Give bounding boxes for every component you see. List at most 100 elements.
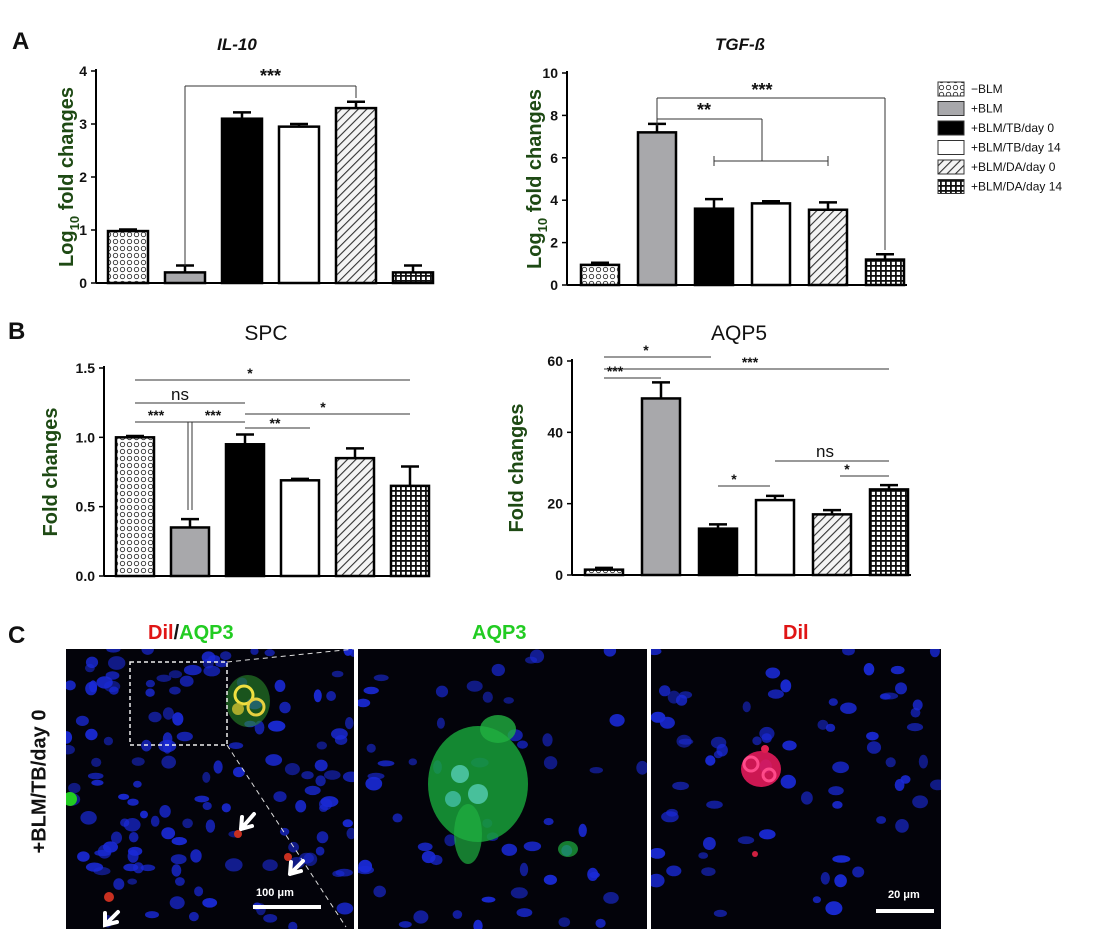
nucleus bbox=[169, 686, 181, 695]
sig-label: *** bbox=[751, 80, 772, 100]
nucleus bbox=[558, 917, 571, 927]
nucleus bbox=[131, 757, 145, 766]
nucleus bbox=[85, 663, 95, 673]
nucleus bbox=[358, 698, 371, 708]
nucleus bbox=[279, 827, 290, 836]
nucleus bbox=[77, 851, 90, 862]
bar bbox=[163, 271, 207, 285]
nucleus bbox=[435, 685, 449, 698]
nucleus bbox=[840, 702, 857, 714]
nucleus bbox=[111, 831, 122, 844]
micrograph-merge-image bbox=[66, 649, 354, 929]
nucleus bbox=[705, 755, 716, 766]
panel-label-a: A bbox=[12, 28, 30, 55]
nucleus bbox=[68, 782, 81, 794]
nucleus bbox=[331, 670, 344, 678]
legend-label: +BLM/DA/day 0 bbox=[971, 160, 1056, 174]
bar bbox=[279, 479, 321, 578]
nucleus bbox=[895, 819, 909, 833]
nucleus bbox=[263, 914, 278, 923]
bar bbox=[693, 207, 735, 287]
nucleus bbox=[358, 865, 374, 875]
nucleus bbox=[929, 649, 940, 658]
y-tick-label: 0 bbox=[79, 275, 87, 291]
nucleus bbox=[66, 744, 75, 755]
chart-title: TGF-ß bbox=[715, 35, 765, 54]
nucleus bbox=[233, 766, 245, 778]
bar bbox=[579, 263, 621, 287]
nucleus bbox=[127, 798, 139, 806]
nucleus bbox=[373, 885, 386, 898]
nucleus bbox=[430, 854, 443, 866]
nucleus bbox=[228, 742, 244, 749]
significance-annotations: *********ns*** *** ***********ns* bbox=[135, 66, 889, 510]
y-tick-label: 0.5 bbox=[76, 499, 96, 515]
legend-swatch bbox=[937, 120, 965, 136]
nucleus bbox=[666, 865, 682, 877]
y-tick-label: 60 bbox=[547, 353, 563, 369]
nucleus bbox=[373, 674, 389, 682]
legend-label: −BLM bbox=[971, 82, 1003, 96]
nucleus bbox=[780, 774, 796, 789]
nucleus bbox=[145, 688, 155, 697]
legend-label: +BLM/TB/day 0 bbox=[971, 121, 1054, 135]
scalebar-20: 20 μm bbox=[888, 889, 920, 901]
nucleus bbox=[501, 843, 518, 856]
nucleus bbox=[189, 911, 199, 922]
nucleus bbox=[213, 760, 223, 774]
legend-swatch bbox=[937, 81, 965, 97]
y-tick-label: 6 bbox=[550, 150, 558, 166]
nucleus bbox=[145, 679, 155, 688]
nucleus bbox=[140, 810, 148, 819]
chart-title: AQP5 bbox=[711, 322, 767, 345]
nucleus bbox=[128, 832, 139, 843]
y-tick-label: 4 bbox=[550, 192, 558, 208]
nucleus bbox=[176, 731, 193, 742]
bar bbox=[750, 202, 792, 287]
nucleus bbox=[880, 692, 899, 700]
row-label: +BLM/TB/day 0 bbox=[28, 709, 51, 854]
nucleus bbox=[113, 878, 125, 890]
nucleus bbox=[225, 858, 243, 872]
nucleus bbox=[159, 805, 171, 818]
y-axis-label: Log10 fold changes bbox=[56, 87, 82, 267]
nucleus bbox=[589, 767, 603, 774]
legend-swatch bbox=[937, 159, 965, 175]
merge-title-dil: Dil bbox=[148, 622, 174, 644]
nucleus bbox=[316, 831, 329, 844]
y-tick-label: 10 bbox=[542, 65, 558, 81]
sig-label: *** bbox=[148, 407, 165, 423]
nucleus bbox=[659, 685, 671, 697]
nucleus bbox=[436, 717, 445, 729]
nucleus bbox=[194, 886, 204, 897]
merge-title-sep: / bbox=[173, 622, 180, 644]
bar bbox=[224, 443, 266, 578]
nucleus bbox=[315, 775, 326, 787]
nucleus bbox=[698, 852, 709, 859]
nucleus bbox=[918, 754, 928, 769]
nucleus bbox=[398, 921, 412, 928]
nucleus bbox=[752, 736, 762, 746]
nucleus bbox=[842, 649, 855, 656]
nucleus bbox=[603, 649, 617, 657]
nucleus bbox=[609, 714, 625, 727]
nucleus bbox=[417, 842, 433, 852]
nucleus bbox=[767, 689, 784, 699]
nucleus bbox=[543, 818, 554, 826]
nucleus bbox=[377, 760, 395, 767]
y-tick-label: 1.0 bbox=[76, 429, 96, 445]
sig-label: *** bbox=[742, 354, 759, 370]
scalebar-100: 100 μm bbox=[256, 887, 294, 899]
nucleus bbox=[205, 819, 216, 833]
sig-label: * bbox=[320, 399, 326, 415]
nucleus bbox=[895, 682, 907, 695]
y-tick-label: 1 bbox=[79, 222, 87, 238]
nucleus bbox=[742, 701, 751, 713]
nucleus bbox=[636, 760, 647, 775]
nucleus bbox=[220, 651, 232, 661]
legend-label: +BLM/TB/day 14 bbox=[971, 141, 1061, 155]
nucleus bbox=[156, 674, 172, 682]
bar bbox=[391, 271, 435, 285]
nucleus bbox=[866, 731, 879, 741]
nucleus bbox=[706, 800, 723, 809]
